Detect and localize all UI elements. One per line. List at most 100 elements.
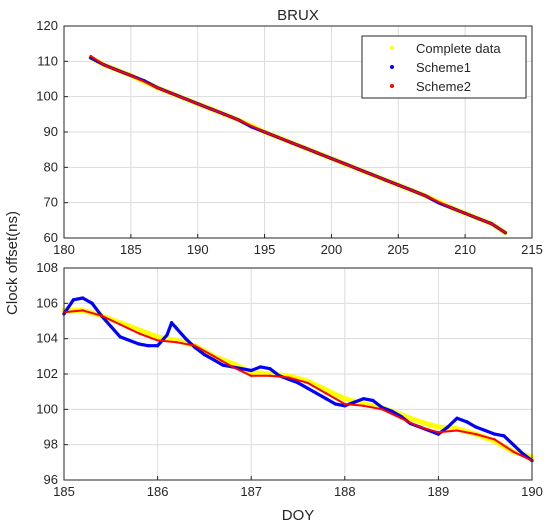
bottom-point-scheme1 xyxy=(446,425,450,429)
top-xtick-label: 180 xyxy=(53,242,75,257)
bottom-point-scheme2 xyxy=(324,392,328,395)
bottom-point-complete-data xyxy=(418,420,421,423)
bottom-point-complete-data xyxy=(268,372,272,376)
bottom-point-scheme1 xyxy=(390,409,394,413)
bottom-xtick-label: 186 xyxy=(147,484,169,499)
x-axis-label: DOY xyxy=(282,507,315,524)
bottom-point-scheme2 xyxy=(455,429,459,432)
top-ytick-label: 70 xyxy=(44,195,58,210)
top-point-scheme2 xyxy=(343,162,346,165)
bottom-point-scheme1 xyxy=(156,344,160,348)
bottom-point-scheme1 xyxy=(258,365,263,369)
bottom-point-scheme2 xyxy=(81,309,84,312)
bottom-point-scheme2 xyxy=(250,374,253,377)
bottom-point-scheme2 xyxy=(306,381,309,385)
chart-title: BRUX xyxy=(277,7,319,24)
bottom-point-scheme1 xyxy=(464,420,469,424)
bottom-point-scheme1 xyxy=(296,381,300,385)
bottom-point-scheme2 xyxy=(118,323,122,326)
top-ytick-label: 90 xyxy=(44,124,58,139)
bottom-ytick-label: 104 xyxy=(36,331,58,346)
bottom-point-scheme1 xyxy=(249,368,253,373)
bottom-point-scheme1 xyxy=(333,402,338,406)
top-point-scheme2 xyxy=(129,74,133,77)
bottom-xtick-label: 187 xyxy=(240,484,262,499)
legend-marker-0 xyxy=(390,46,394,50)
bottom-point-scheme1 xyxy=(492,432,497,436)
top-point-scheme2 xyxy=(102,63,106,67)
bottom-ytick-label: 108 xyxy=(36,260,58,275)
bottom-point-complete-data xyxy=(175,339,178,342)
bottom-point-scheme1 xyxy=(268,367,272,371)
bottom-point-scheme1 xyxy=(174,326,178,330)
bottom-point-scheme2 xyxy=(231,365,234,369)
bottom-point-scheme1 xyxy=(511,443,515,447)
top-point-scheme2 xyxy=(156,86,159,90)
bottom-point-scheme1 xyxy=(371,398,375,403)
top-point-scheme2 xyxy=(316,152,320,155)
bottom-point-scheme2 xyxy=(193,344,197,347)
bottom-point-scheme1 xyxy=(521,451,525,456)
bottom-point-scheme1 xyxy=(240,367,244,371)
top-point-scheme2 xyxy=(183,97,186,100)
bottom-series-complete-data-line xyxy=(61,307,535,460)
bottom-point-scheme1 xyxy=(90,301,94,305)
top-xtick-label: 205 xyxy=(387,242,409,257)
top-ytick-label: 100 xyxy=(36,89,58,104)
bottom-series-scheme2-line xyxy=(63,309,533,462)
bottom-point-scheme2 xyxy=(100,314,103,317)
top-xtick-label: 195 xyxy=(254,242,276,257)
top-panel: 180 185 190 195 200 205 210 215 60 70 80 90 100 110 12… xyxy=(36,18,543,257)
top-ytick-label: 110 xyxy=(37,53,58,68)
legend: Complete data Scheme1 Scheme2 xyxy=(361,35,527,99)
bottom-point-scheme2 xyxy=(418,425,421,429)
bottom-point-scheme2 xyxy=(287,376,290,379)
bottom-point-scheme1 xyxy=(71,298,75,302)
bottom-point-complete-data xyxy=(156,335,159,339)
top-point-scheme2 xyxy=(490,222,494,226)
bottom-point-scheme2 xyxy=(437,431,440,434)
bottom-ytick-label: 98 xyxy=(44,437,58,452)
bottom-point-scheme1 xyxy=(212,358,216,362)
bottom-point-scheme2 xyxy=(212,355,215,358)
bottom-axes-frame xyxy=(63,267,533,481)
bottom-point-scheme2 xyxy=(156,339,159,342)
top-xtick-label: 215 xyxy=(521,242,543,257)
bottom-point-scheme1 xyxy=(109,324,113,328)
bottom-xtick-label: 189 xyxy=(428,484,450,499)
bottom-point-scheme1 xyxy=(146,344,150,348)
bottom-xtick-label: 188 xyxy=(334,484,356,499)
legend-marker-1 xyxy=(390,65,394,69)
bottom-point-scheme1 xyxy=(305,386,309,390)
legend-marker-2 xyxy=(390,84,394,88)
top-point-scheme2 xyxy=(290,141,293,144)
bottom-point-scheme2 xyxy=(137,332,141,335)
bottom-ytick-label: 100 xyxy=(36,401,58,416)
bottom-point-scheme1 xyxy=(474,425,478,429)
bottom-point-scheme2 xyxy=(175,341,178,344)
bottom-point-scheme1 xyxy=(137,342,141,346)
bottom-point-scheme1 xyxy=(81,296,85,300)
bottom-point-scheme2 xyxy=(381,408,384,411)
top-series-scheme2-line xyxy=(89,55,507,234)
top-point-scheme2 xyxy=(263,130,266,134)
top-ytick-label: 120 xyxy=(36,18,58,33)
bottom-point-scheme2 xyxy=(362,404,365,407)
bottom-ytick-label: 96 xyxy=(44,472,58,487)
bottom-point-scheme2 xyxy=(512,450,515,453)
bottom-point-scheme1 xyxy=(324,397,328,401)
legend-entry: Complete data xyxy=(416,41,501,56)
bottom-point-scheme1 xyxy=(165,333,169,337)
bottom-point-scheme1 xyxy=(436,432,440,436)
top-point-scheme2 xyxy=(423,194,427,197)
top-ytick-label: 60 xyxy=(44,230,58,245)
bottom-ytick-label: 106 xyxy=(36,295,58,310)
top-point-scheme2 xyxy=(370,173,373,176)
top-point-scheme2 xyxy=(504,231,507,234)
bottom-point-complete-data xyxy=(287,374,290,377)
legend-box xyxy=(361,35,527,99)
bottom-point-complete-data xyxy=(137,328,141,332)
bottom-panel: 185 186 187 188 189 190 96 98 100 102 104 106 108 xyxy=(36,260,543,499)
bottom-point-scheme2 xyxy=(343,402,346,406)
